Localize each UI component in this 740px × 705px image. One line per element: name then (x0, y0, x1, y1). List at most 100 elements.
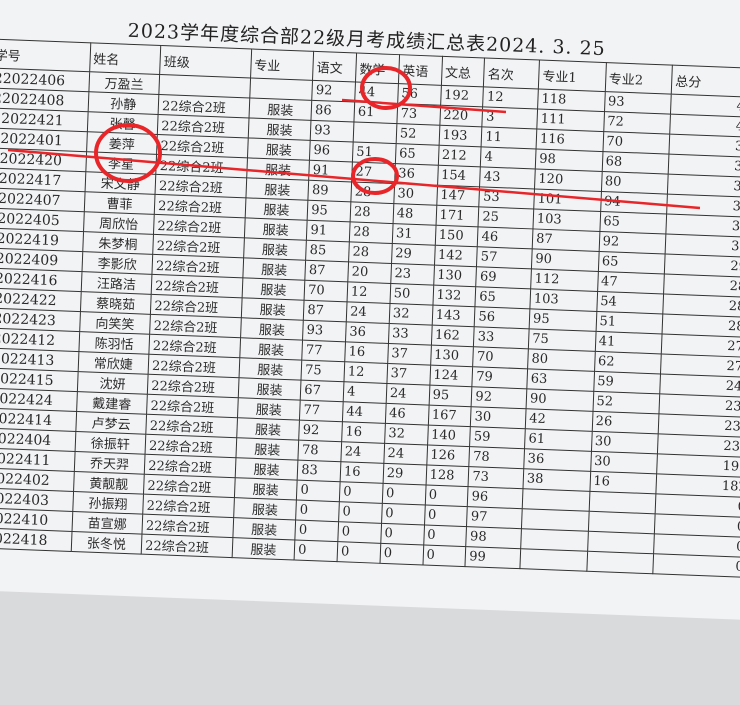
cell-english: 73 (396, 103, 441, 126)
cell-math: 0 (337, 521, 382, 544)
cell-chinese: 0 (294, 540, 338, 562)
cell-chinese: 70 (304, 280, 348, 302)
cell-class: 22综合2班 (158, 94, 250, 118)
cell-major-1: 111 (536, 109, 605, 132)
header-class: 班级 (159, 45, 252, 78)
cell-major-1: 61 (524, 428, 592, 452)
cell-rank: 46 (477, 226, 534, 249)
cell-math: 28 (350, 181, 395, 204)
cell-rank: 69 (476, 266, 532, 289)
cell-culture-total: 150 (434, 225, 479, 247)
cell-major-2: 93 (604, 91, 672, 115)
cell-major-1: 90 (531, 248, 599, 272)
cell-math: 4 (343, 381, 387, 404)
cell-class: 22综合2班 (155, 174, 247, 198)
cell-math: 36 (345, 321, 390, 344)
cell-math: 0 (337, 541, 381, 564)
cell-major: 服装 (241, 297, 305, 321)
cell-major-1: 118 (537, 89, 605, 112)
cell-major-2: 30 (590, 451, 658, 474)
cell-name: 常欣婕 (77, 351, 150, 375)
cell-english: 48 (392, 203, 437, 226)
score-table: 学号 姓名 班级 专业 语文 数学 英语 文总 名次 专业1 专业2 总分 22022406 万盈兰 92… (0, 38, 740, 578)
cell-english: 0 (380, 523, 425, 545)
header-total-score: 总分 (671, 65, 740, 98)
cell-math: 28 (349, 221, 393, 244)
cell-culture-total: 171 (435, 205, 480, 227)
cell-name: 张冬悦 (70, 531, 143, 555)
cell-rank: 79 (472, 366, 528, 389)
cell-major-1: 90 (526, 388, 594, 412)
cell-major-2: 70 (602, 131, 670, 155)
cell-major: 服装 (248, 97, 312, 121)
cell-class: 22综合2班 (144, 454, 236, 478)
cell-student-id: 22022424 (0, 387, 77, 412)
cell-major: 服装 (236, 417, 300, 441)
cell-major-1 (522, 488, 590, 512)
header-major-1: 专业1 (538, 60, 606, 92)
cell-culture-total: 220 (439, 105, 484, 127)
cell-rank: 33 (473, 326, 530, 349)
cell-name: 戴建睿 (76, 391, 148, 415)
cell-student-id: 22022412 (0, 327, 80, 352)
cell-rank: 11 (481, 126, 537, 149)
cell-culture-total: 154 (437, 165, 481, 187)
cell-major (249, 77, 313, 101)
cell-english: 46 (385, 403, 429, 426)
cell-culture-total: 142 (434, 245, 478, 267)
cell-major: 服装 (233, 497, 297, 521)
cell-english: 37 (386, 363, 431, 386)
cell-class: 22综合2班 (157, 114, 249, 138)
cell-culture-total: 167 (428, 405, 472, 427)
cell-english: 29 (382, 463, 427, 485)
cell-rank: 30 (470, 406, 527, 429)
cell-chinese: 77 (301, 340, 346, 362)
cell-major-1: 120 (534, 168, 602, 192)
cell-rank: 78 (469, 446, 525, 469)
cell-major-1: 95 (529, 308, 597, 332)
cell-major-2: 26 (591, 411, 660, 434)
cell-chinese: 86 (311, 100, 355, 122)
cell-student-id: 22022418 (0, 527, 72, 552)
cell-major-1: 98 (535, 148, 603, 172)
cell-english: 0 (382, 483, 426, 505)
cell-major-1: 87 (532, 228, 600, 252)
cell-name: 苗宣娜 (71, 511, 143, 535)
cell-major-2 (586, 551, 654, 574)
cell-major: 服装 (247, 137, 311, 161)
cell-name: 黄靓靓 (73, 471, 145, 495)
cell-major: 服装 (244, 197, 309, 221)
cell-culture-total: 0 (424, 504, 468, 527)
cell-major-2: 54 (596, 291, 664, 314)
cell-major: 服装 (248, 117, 312, 141)
cell-rank: 53 (479, 186, 535, 209)
cell-student-id: 22022402 (0, 467, 74, 492)
cell-major-1: 116 (536, 128, 604, 152)
cell-chinese: 0 (295, 500, 340, 522)
cell-class: 22综合2班 (148, 354, 240, 378)
cell-class: 22综合2班 (150, 294, 242, 318)
cell-student-id: 22022414 (0, 407, 77, 432)
cell-rank: 59 (470, 426, 526, 449)
cell-english: 0 (381, 503, 425, 525)
cell-english: 50 (389, 283, 434, 306)
cell-math: 24 (340, 441, 385, 464)
cell-major: 服装 (241, 277, 306, 301)
cell-rank: 70 (473, 346, 529, 369)
cell-math: 44 (342, 401, 386, 424)
cell-english: 23 (390, 263, 435, 286)
cell-chinese: 95 (307, 200, 351, 222)
cell-rank: 56 (474, 306, 530, 329)
cell-chinese: 0 (295, 520, 339, 542)
cell-chinese: 78 (298, 440, 342, 462)
cell-major-1: 80 (527, 348, 595, 372)
cell-chinese: 77 (299, 400, 344, 422)
cell-major-1: 75 (528, 328, 596, 352)
cell-rank: 3 (482, 106, 538, 129)
cell-culture-total: 140 (427, 425, 471, 447)
cell-math: 16 (344, 341, 389, 364)
cell-major: 服装 (234, 477, 298, 501)
cell-major-2 (587, 511, 656, 534)
cell-major: 服装 (240, 317, 304, 341)
header-student-id: 学号 (0, 39, 91, 72)
